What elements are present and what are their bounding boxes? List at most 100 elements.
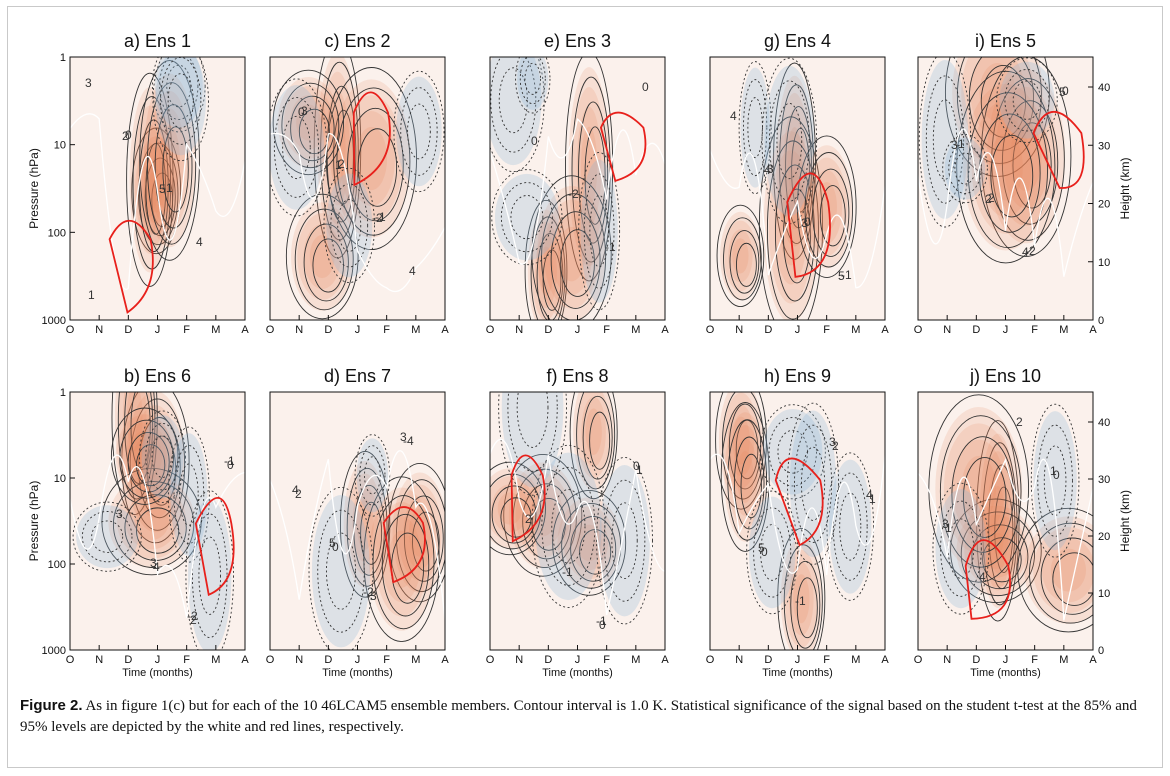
significance-95-line — [786, 172, 831, 278]
contour-label: 3 — [150, 556, 157, 570]
cool-shading — [599, 465, 650, 617]
contour-label: 4 — [409, 264, 416, 278]
x-tick-label: D — [544, 654, 552, 666]
positive-contour — [395, 479, 445, 592]
contour-label: -1 — [954, 137, 965, 151]
negative-contour — [337, 198, 362, 252]
cool-shading — [535, 452, 602, 601]
negative-contour — [393, 70, 445, 193]
contour-label: 3 — [301, 104, 308, 118]
positive-contour — [145, 142, 167, 235]
x-tick-label: M — [211, 324, 220, 336]
positive-contour — [960, 511, 1036, 597]
x-tick-label: O — [486, 324, 495, 336]
warm-shading — [332, 79, 411, 238]
warm-shading — [783, 109, 806, 213]
cool-shading — [494, 173, 559, 261]
warm-shading — [538, 246, 554, 296]
x-axis-label: Time (months) — [970, 667, 1041, 679]
significance-85-line — [490, 438, 665, 616]
positive-contour — [560, 229, 595, 297]
contour-label: -2 — [363, 585, 374, 599]
cool-shading — [935, 489, 987, 609]
contour-label: -1 — [795, 594, 806, 608]
positive-contour — [956, 57, 1042, 164]
significance-95-line — [108, 220, 154, 314]
positive-contour — [536, 232, 564, 320]
positive-contour — [360, 501, 383, 565]
panel-background — [918, 392, 1093, 650]
positive-contour — [363, 476, 440, 642]
warm-shading — [585, 408, 602, 456]
cool-shading — [396, 76, 442, 187]
positive-contour — [326, 85, 357, 223]
warm-shading — [1033, 527, 1093, 614]
negative-contour — [759, 404, 826, 500]
warm-shading — [497, 492, 523, 525]
right-axis-label: Height (km) — [1118, 490, 1132, 552]
panel-title: a) Ens 1 — [124, 31, 191, 51]
positive-contour — [346, 467, 388, 587]
positive-contour — [766, 140, 819, 320]
contour-label: -4 — [403, 434, 414, 448]
warm-shading — [736, 451, 754, 503]
contour-label: -2 — [187, 609, 198, 623]
x-tick-label: O — [914, 654, 923, 666]
warm-shading — [732, 438, 758, 516]
x-tick-label: A — [241, 654, 249, 666]
x-tick-label: A — [441, 324, 449, 336]
y-tick-label: 1 — [60, 52, 66, 64]
negative-contour — [515, 57, 551, 114]
panel-title: e) Ens 3 — [544, 31, 611, 51]
positive-contour — [110, 407, 179, 505]
contour-label: 0 — [1062, 84, 1069, 98]
x-tick-label: M — [851, 324, 860, 336]
negative-contour — [768, 417, 817, 487]
negative-contour — [159, 57, 199, 120]
positive-contour — [1052, 552, 1093, 606]
cool-shading — [829, 459, 872, 594]
x-tick-label: A — [881, 324, 889, 336]
warm-shading — [724, 412, 767, 542]
contour-label: 4 — [979, 570, 986, 584]
positive-contour — [569, 392, 618, 500]
warm-shading — [994, 86, 1058, 227]
contour-label: -3 — [366, 589, 377, 603]
x-tick-label: F — [603, 324, 610, 336]
negative-contour — [500, 182, 553, 253]
negative-contour — [167, 426, 210, 563]
x-tick-label: D — [324, 654, 332, 666]
x-tick-label: N — [735, 324, 743, 336]
x-tick-label: D — [124, 654, 132, 666]
y-tick-label: 1 — [60, 387, 66, 399]
negative-contour — [498, 392, 567, 496]
warm-shading — [779, 188, 802, 266]
contour-label: 1 — [636, 463, 643, 477]
warm-shading — [355, 126, 388, 191]
warm-shading — [508, 462, 577, 569]
warm-shading — [963, 83, 1049, 251]
negative-contour — [151, 57, 206, 133]
y-tick-label: 10 — [54, 473, 66, 485]
negative-contour — [152, 57, 209, 162]
warm-shading — [990, 485, 1006, 556]
negative-contour — [826, 452, 874, 601]
cool-shading — [748, 496, 796, 609]
contour-label: -2 — [372, 211, 383, 225]
cool-shading — [517, 57, 549, 110]
positive-contour — [490, 461, 546, 556]
contour-label: 3 — [767, 162, 774, 176]
negative-contour — [510, 195, 544, 240]
cool-shading — [1033, 411, 1077, 551]
contour-label: 3 — [400, 430, 407, 444]
x-tick-label: N — [295, 324, 303, 336]
warm-shading — [352, 486, 378, 563]
positive-contour — [552, 489, 627, 596]
right-tick-label: 20 — [1098, 199, 1110, 211]
positive-contour — [790, 560, 821, 649]
positive-contour — [576, 392, 616, 490]
y-tick-label: 100 — [48, 559, 66, 571]
negative-contour — [282, 115, 311, 180]
